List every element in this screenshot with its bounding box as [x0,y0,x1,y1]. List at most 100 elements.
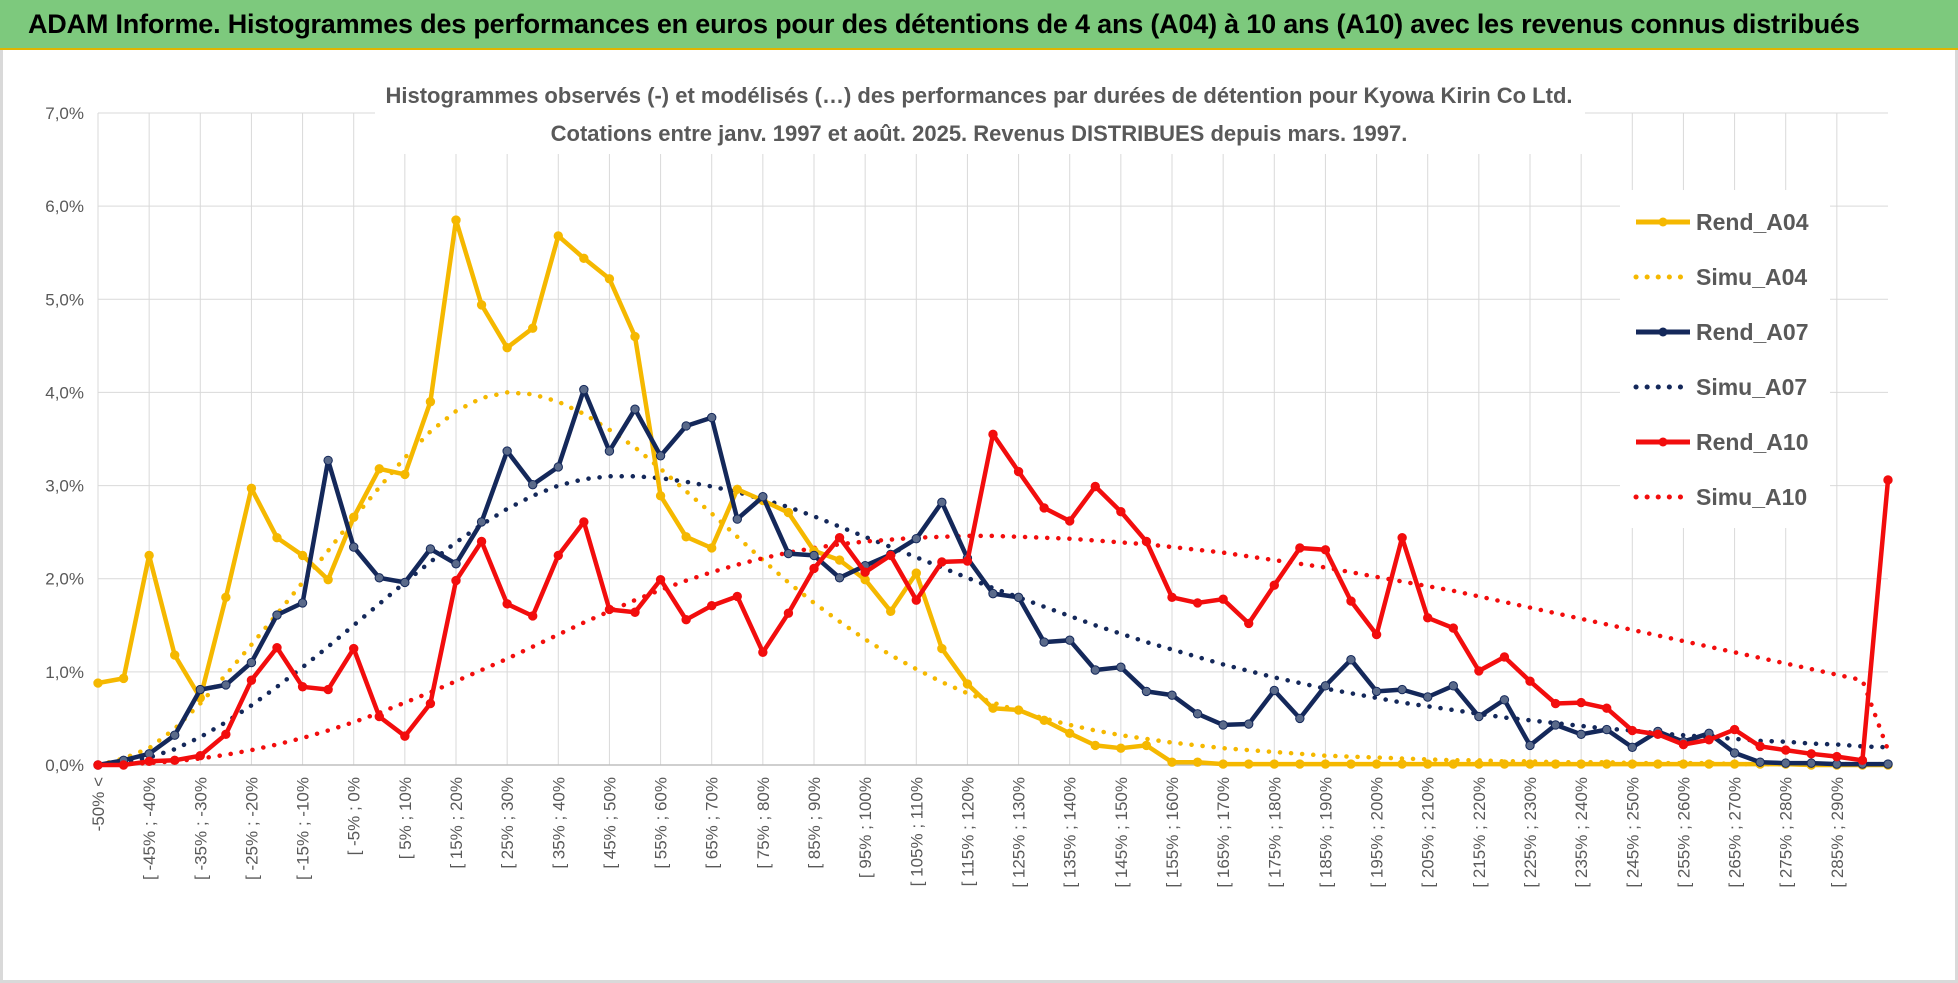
data-point-rend_a04 [834,555,845,565]
data-point-rend_a07 [937,497,947,508]
data-point-rend_a07 [1090,665,1100,675]
data-point-rend_a10 [988,429,998,440]
data-point-rend_a10 [400,731,410,741]
data-point-rend_a04 [579,253,589,264]
data-point-rend_a07 [911,533,921,544]
x-tick-label: [ 195% ; 200% [1368,777,1387,888]
data-point-rend_a04 [349,512,359,522]
legend-label: Simu_A07 [1696,374,1807,400]
data-point-rend_a07 [1039,637,1049,647]
x-tick-label: [ 25% ; 30% [498,777,517,869]
data-point-rend_a04 [1474,759,1484,769]
data-point-rend_a07 [758,492,768,502]
data-point-rend_a04 [451,215,461,225]
data-point-rend_a07 [834,573,845,583]
data-point-rend_a04 [988,703,998,713]
y-tick-label: 4,0% [45,383,84,402]
data-point-rend_a10 [1039,503,1049,513]
data-point-rend_a07 [349,542,359,552]
data-point-rend_a10 [1116,506,1126,517]
data-point-rend_a10 [911,595,921,605]
data-point-rend_a04 [528,323,538,333]
x-tick-label: [ 65% ; 70% [703,777,722,869]
data-point-rend_a07 [681,421,691,431]
report-banner: ADAM Informe. Histogrammes des performan… [0,0,1958,50]
data-point-rend_a07 [400,577,410,588]
data-point-rend_a10 [1013,466,1024,477]
data-point-rend_a07 [502,446,512,456]
data-point-rend_a04 [707,543,717,553]
data-point-rend_a04 [1192,757,1203,767]
data-point-rend_a10 [1653,729,1663,739]
series-line-rend_a10 [98,432,1891,768]
data-point-rend_a10 [962,556,973,566]
data-point-rend_a10 [1704,735,1714,745]
data-point-rend_a10 [1192,598,1203,608]
x-tick-label: [ 175% ; 180% [1265,777,1284,888]
data-point-rend_a10 [246,675,257,685]
data-point-rend_a04 [170,650,180,660]
data-point-rend_a10 [1065,516,1075,526]
data-point-rend_a07 [579,384,589,395]
data-point-rend_a10 [1320,545,1331,555]
legend-label: Rend_A07 [1696,319,1808,345]
x-axis: -50% < [ -45% ; -40% [ -35% ; -30% [ -25% ;… [89,764,1888,888]
data-point-rend_a07 [1397,684,1407,695]
data-point-rend_a07 [425,544,436,554]
data-point-rend_a10 [860,567,870,577]
data-point-rend_a10 [1678,739,1689,750]
data-point-rend_a10 [604,604,615,615]
data-point-rend_a04 [93,678,103,688]
data-point-rend_a10 [1525,676,1535,686]
title-background [375,76,1585,154]
x-tick-label: [ 125% ; 130% [1010,777,1029,888]
data-point-rend_a10 [93,760,103,770]
data-point-rend_a10 [1397,533,1407,543]
data-point-rend_a04 [1320,759,1331,769]
data-point-rend_a04 [1090,740,1100,751]
data-point-rend_a10 [1346,596,1356,606]
data-point-rend_a10 [1448,623,1458,633]
data-point-rend_a07 [1576,729,1586,739]
x-tick-label: [ 75% ; 80% [754,777,773,869]
data-point-rend_a10 [1167,592,1177,603]
data-point-rend_a07 [1781,758,1791,768]
x-tick-label: [ 35% ; 40% [549,777,568,869]
data-point-rend_a04 [655,491,666,501]
data-point-rend_a10 [144,756,154,766]
data-point-rend_a10 [1576,697,1586,708]
data-point-rend_a10 [1755,741,1765,752]
data-point-rend_a07 [476,517,487,527]
data-point-rend_a10 [681,614,691,625]
data-point-rend_a04 [962,679,973,689]
data-point-rend_a10 [272,642,282,653]
data-point-rend_a04 [1729,759,1740,769]
data-point-rend_a04 [221,592,231,603]
data-point-rend_a07 [1167,690,1177,700]
data-point-rend_a04 [1013,705,1024,715]
data-point-rend_a10 [374,711,384,722]
data-point-rend_a10 [553,550,563,561]
data-point-rend_a04 [1550,759,1561,769]
data-point-rend_a04 [1576,759,1586,769]
data-point-rend_a10 [1269,580,1279,590]
data-point-rend_a04 [1397,759,1407,769]
y-tick-label: 3,0% [45,477,84,496]
data-point-rend_a07 [1550,720,1561,730]
data-point-rend_a10 [1883,475,1893,485]
x-tick-label: [ -45% ; -40% [140,777,159,880]
data-point-rend_a07 [1499,695,1510,705]
data-point-rend_a07 [1346,655,1356,665]
x-tick-label: [ 105% ; 110% [907,777,926,886]
data-point-rend_a04 [604,274,615,284]
x-tick-label: [ 285% ; 290% [1828,777,1847,888]
data-point-rend_a04 [1499,759,1510,769]
data-point-rend_a04 [323,574,333,585]
data-point-rend_a10 [655,574,666,585]
data-point-rend_a04 [630,331,640,342]
data-point-rend_a04 [425,397,436,407]
data-point-rend_a04 [886,606,896,617]
data-point-rend_a07 [553,462,563,472]
